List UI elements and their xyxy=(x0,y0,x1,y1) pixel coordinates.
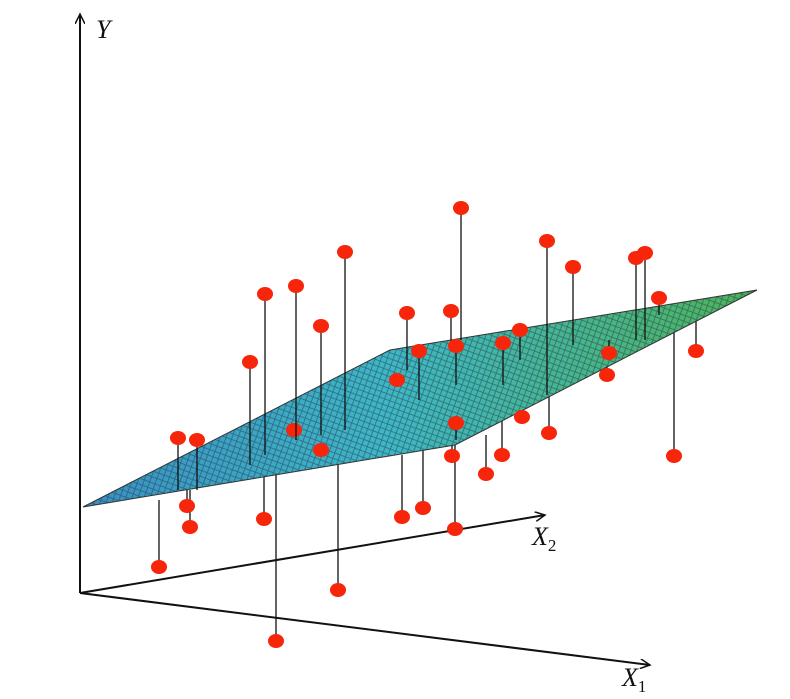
point xyxy=(179,499,195,513)
point xyxy=(688,344,704,358)
point xyxy=(182,520,198,534)
point xyxy=(448,416,464,430)
point xyxy=(288,279,304,293)
point xyxy=(151,560,167,574)
point xyxy=(257,287,273,301)
point xyxy=(539,234,555,248)
x2-axis xyxy=(79,515,545,594)
point xyxy=(189,433,205,447)
point xyxy=(453,201,469,215)
point xyxy=(601,346,617,360)
point xyxy=(444,449,460,463)
point xyxy=(286,423,302,437)
axes xyxy=(80,14,650,665)
point xyxy=(443,304,459,318)
point xyxy=(666,449,682,463)
point xyxy=(170,431,186,445)
point xyxy=(313,443,329,457)
point xyxy=(512,323,528,337)
point xyxy=(599,368,615,382)
point xyxy=(411,344,427,358)
y-label: Y xyxy=(96,15,113,44)
point xyxy=(256,512,272,526)
point xyxy=(313,319,329,333)
point xyxy=(495,336,511,350)
x2-letter: X xyxy=(531,522,549,551)
point xyxy=(565,260,581,274)
point xyxy=(447,522,463,536)
point xyxy=(448,339,464,353)
point xyxy=(494,448,510,462)
point xyxy=(394,510,410,524)
point xyxy=(637,246,653,260)
point xyxy=(389,373,405,387)
x1-label: X1 xyxy=(621,663,646,696)
x1-axis xyxy=(79,592,650,665)
x2-label: X2 xyxy=(531,522,556,555)
point xyxy=(651,291,667,305)
point xyxy=(399,306,415,320)
point xyxy=(415,501,431,515)
plane xyxy=(82,289,758,508)
x1-letter: X xyxy=(621,663,639,692)
plane-mesh xyxy=(83,290,757,507)
point xyxy=(514,410,530,424)
point xyxy=(242,355,258,369)
point xyxy=(541,426,557,440)
x1-sub: 1 xyxy=(638,677,647,696)
point xyxy=(337,245,353,259)
point xyxy=(478,467,494,481)
point xyxy=(330,583,346,597)
point xyxy=(268,634,284,648)
upper-points xyxy=(151,201,704,648)
x2-sub: 2 xyxy=(548,536,557,555)
